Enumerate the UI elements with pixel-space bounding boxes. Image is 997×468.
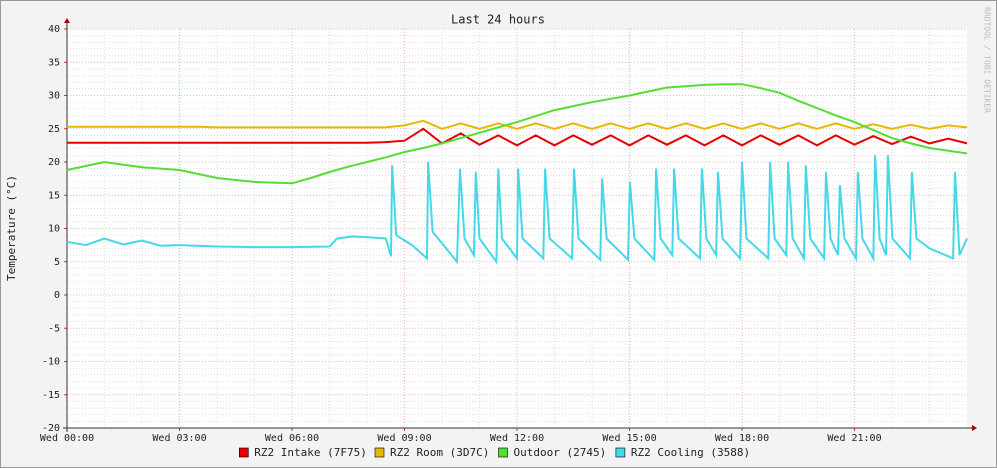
legend-label: RZ2 Room (3D7C) bbox=[390, 446, 489, 459]
y-tick-label: 5 bbox=[54, 257, 60, 268]
x-axis-arrow bbox=[972, 425, 977, 431]
y-tick-label: -5 bbox=[48, 323, 60, 334]
series-line bbox=[66, 83, 968, 185]
y-tick-label: 30 bbox=[48, 91, 60, 102]
legend-label: RZ2 Cooling (3588) bbox=[631, 446, 750, 459]
x-tick-label: Wed 21:00 bbox=[827, 433, 881, 444]
y-tick-label: 0 bbox=[54, 290, 60, 301]
y-tick-label: 15 bbox=[48, 190, 60, 201]
x-tick-label: Wed 12:00 bbox=[490, 433, 544, 444]
legend-label: Outdoor (2745) bbox=[514, 446, 607, 459]
y-tick-label: 10 bbox=[48, 224, 60, 235]
series-line bbox=[67, 127, 968, 147]
legend-swatch bbox=[239, 447, 249, 458]
y-tick-label: 40 bbox=[48, 24, 60, 35]
x-tick-label: Wed 09:00 bbox=[377, 433, 431, 444]
series-line bbox=[67, 119, 968, 130]
legend-swatch bbox=[374, 447, 385, 458]
y-tick-label: 35 bbox=[48, 57, 60, 68]
y-tick-label: 20 bbox=[48, 157, 60, 168]
y-tick-label: -10 bbox=[42, 357, 60, 368]
chart-title: Last 24 hours bbox=[451, 13, 545, 27]
watermark: RRDTOOL / TOBI OETIKER bbox=[983, 7, 992, 113]
y-tick-label: 25 bbox=[48, 124, 60, 135]
y-axis-label: Temperature (°C) bbox=[5, 175, 18, 281]
series-line bbox=[66, 155, 968, 265]
legend-swatch bbox=[498, 447, 508, 458]
x-tick-label: Wed 15:00 bbox=[602, 433, 656, 444]
x-tick-label: Wed 00:00 bbox=[40, 433, 94, 444]
legend-label: RZ2 Intake (7F75) bbox=[254, 446, 367, 459]
x-tick-label: Wed 18:00 bbox=[715, 433, 769, 444]
y-tick-label: -20 bbox=[42, 423, 60, 434]
legend-swatch bbox=[615, 447, 626, 458]
x-tick-label: Wed 03:00 bbox=[152, 433, 206, 444]
y-tick-label: -15 bbox=[42, 390, 60, 401]
y-axis-arrow bbox=[64, 18, 70, 23]
x-tick-label: Wed 06:00 bbox=[265, 433, 319, 444]
